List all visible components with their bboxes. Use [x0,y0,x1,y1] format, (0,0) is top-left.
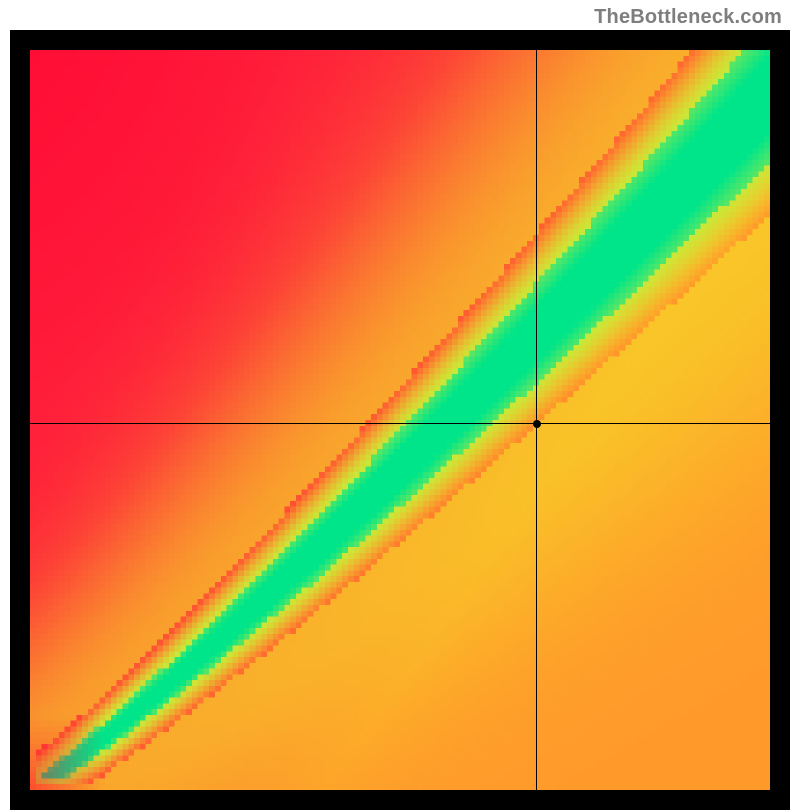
selection-marker[interactable] [533,420,541,428]
crosshair-horizontal [30,423,770,424]
heatmap-canvas [30,50,770,790]
heatmap-plot [30,50,770,790]
watermark-text: TheBottleneck.com [594,6,782,29]
